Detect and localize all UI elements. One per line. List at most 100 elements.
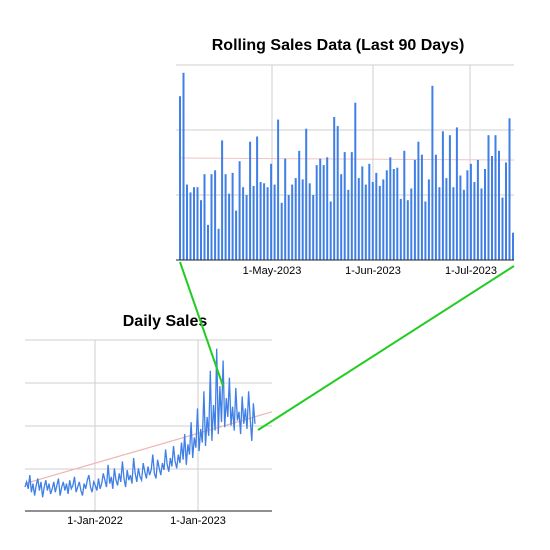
bar <box>277 119 280 260</box>
main-x-tick-label: 1-Jan-2022 <box>67 515 123 527</box>
bar <box>273 184 276 260</box>
bar <box>512 232 514 260</box>
bar <box>378 185 381 260</box>
bar <box>505 162 507 260</box>
bar <box>228 193 231 260</box>
bar <box>196 187 199 260</box>
bar <box>189 192 192 260</box>
bar <box>319 158 322 260</box>
bar <box>179 96 181 260</box>
bar <box>396 167 399 260</box>
bar <box>238 161 241 260</box>
bar <box>322 165 325 260</box>
bar <box>343 152 346 260</box>
bar <box>287 195 290 260</box>
bar <box>333 117 336 260</box>
bar <box>294 178 297 260</box>
bar <box>280 202 283 260</box>
bar <box>420 154 423 260</box>
bar <box>182 72 185 260</box>
inset-chart: Rolling Sales Data (Last 90 Days) 1-May-… <box>176 37 515 277</box>
bar <box>375 172 378 260</box>
bar <box>480 188 483 260</box>
main-sales-line <box>24 348 256 498</box>
bar <box>357 178 360 260</box>
bar <box>235 210 238 260</box>
bar <box>203 174 206 260</box>
bar <box>340 174 343 260</box>
inset-trend-line <box>179 157 515 161</box>
bar <box>498 150 500 260</box>
bar <box>336 126 339 260</box>
bar <box>455 127 458 261</box>
bar <box>424 201 427 260</box>
bar <box>445 178 448 260</box>
inset-x-tick-label: 1-May-2023 <box>243 265 302 277</box>
bar <box>413 159 416 260</box>
bar <box>469 163 472 260</box>
bar <box>308 183 311 260</box>
bar <box>452 187 455 260</box>
bar <box>459 175 462 260</box>
bar <box>347 189 350 260</box>
bar <box>508 118 511 260</box>
bar <box>403 150 406 260</box>
zoom-connector-line <box>179 261 224 387</box>
bar <box>438 187 441 260</box>
main-chart-title: Daily Sales <box>123 313 208 330</box>
bar <box>473 182 476 260</box>
bar <box>329 201 332 260</box>
bar <box>487 135 490 260</box>
bar <box>462 189 465 260</box>
bar <box>364 184 367 260</box>
bar <box>312 195 315 260</box>
bar <box>392 169 395 260</box>
bar <box>406 200 409 260</box>
inset-bars <box>179 72 514 261</box>
bar <box>385 170 388 260</box>
bar <box>263 183 266 260</box>
bar <box>350 152 353 260</box>
bar <box>427 179 430 260</box>
bar <box>441 131 444 260</box>
bar <box>214 170 217 260</box>
bar <box>491 156 493 260</box>
bar <box>200 200 202 260</box>
bar <box>193 187 195 260</box>
bar <box>249 141 252 260</box>
bar <box>207 224 209 260</box>
bar <box>326 157 329 260</box>
bar <box>217 228 220 260</box>
bar <box>284 158 287 260</box>
bar <box>186 184 188 260</box>
main-x-tick-label: 1-Jan-2023 <box>170 515 226 527</box>
inset-x-tick-label: 1-Jun-2023 <box>345 265 401 277</box>
bar <box>448 135 451 260</box>
bar <box>434 154 437 260</box>
bar <box>224 174 227 260</box>
bar <box>221 140 224 260</box>
inset-x-tick-label: 1-Jul-2023 <box>445 265 497 277</box>
bar <box>466 170 469 260</box>
bar <box>252 185 255 260</box>
bar <box>315 165 318 260</box>
bar <box>354 102 357 260</box>
bar <box>476 159 479 260</box>
bar <box>298 150 301 260</box>
bar <box>484 169 486 260</box>
bar <box>231 172 234 260</box>
bar <box>389 157 392 260</box>
bar <box>431 85 434 260</box>
bar <box>305 128 308 260</box>
bar <box>256 136 259 260</box>
bar <box>371 182 374 260</box>
bar <box>301 179 304 260</box>
bar <box>382 179 385 260</box>
bar <box>245 195 248 260</box>
bar <box>399 198 402 260</box>
zoom-connector-line <box>257 265 515 431</box>
bar <box>291 184 294 260</box>
bar <box>410 188 413 260</box>
bar <box>417 141 420 260</box>
